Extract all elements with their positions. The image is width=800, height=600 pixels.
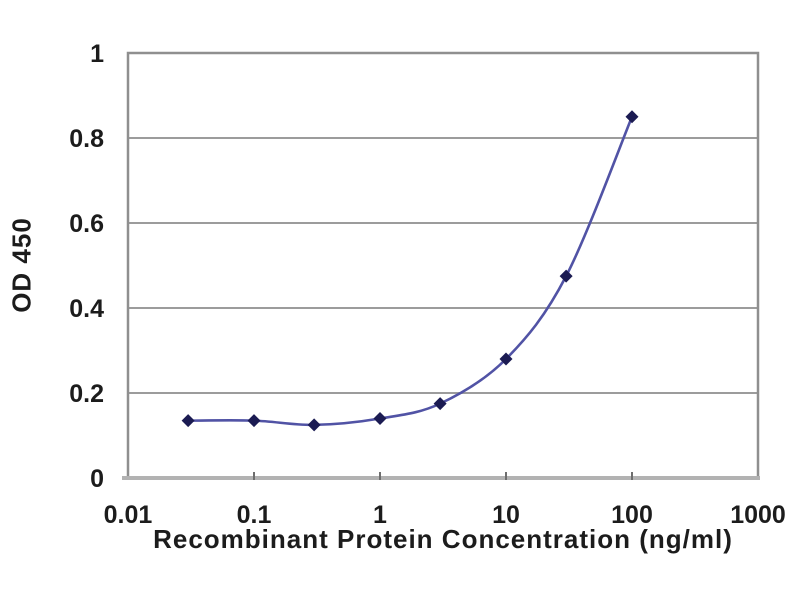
y-tick-label: 0.4: [69, 295, 104, 323]
x-tick-label: 10: [492, 501, 520, 529]
x-tick-label: 0.01: [104, 501, 153, 529]
y-axis-label: OD 450: [6, 217, 37, 313]
y-tick-label: 0.2: [69, 380, 104, 408]
plot-frame: [126, 51, 760, 480]
data-point-marker: [559, 269, 573, 283]
y-tick-label: 1: [90, 40, 104, 68]
data-point-marker: [499, 352, 513, 366]
data-point-marker: [181, 414, 195, 428]
data-point-marker: [307, 418, 321, 432]
y-tick-label: 0.8: [69, 125, 104, 153]
data-point-marker: [625, 110, 639, 124]
x-tick-label: 100: [611, 501, 653, 529]
data-point-marker: [433, 397, 447, 411]
data-point-marker: [247, 414, 261, 428]
x-tick-label: 1000: [730, 501, 786, 529]
x-tick-label: 0.1: [237, 501, 272, 529]
y-tick-label: 0: [90, 465, 104, 493]
data-point-marker: [373, 412, 387, 425]
x-axis-label: Recombinant Protein Concentration (ng/ml…: [153, 524, 733, 554]
y-tick-label: 0.6: [69, 210, 104, 238]
x-tick-label: 1: [373, 501, 387, 529]
